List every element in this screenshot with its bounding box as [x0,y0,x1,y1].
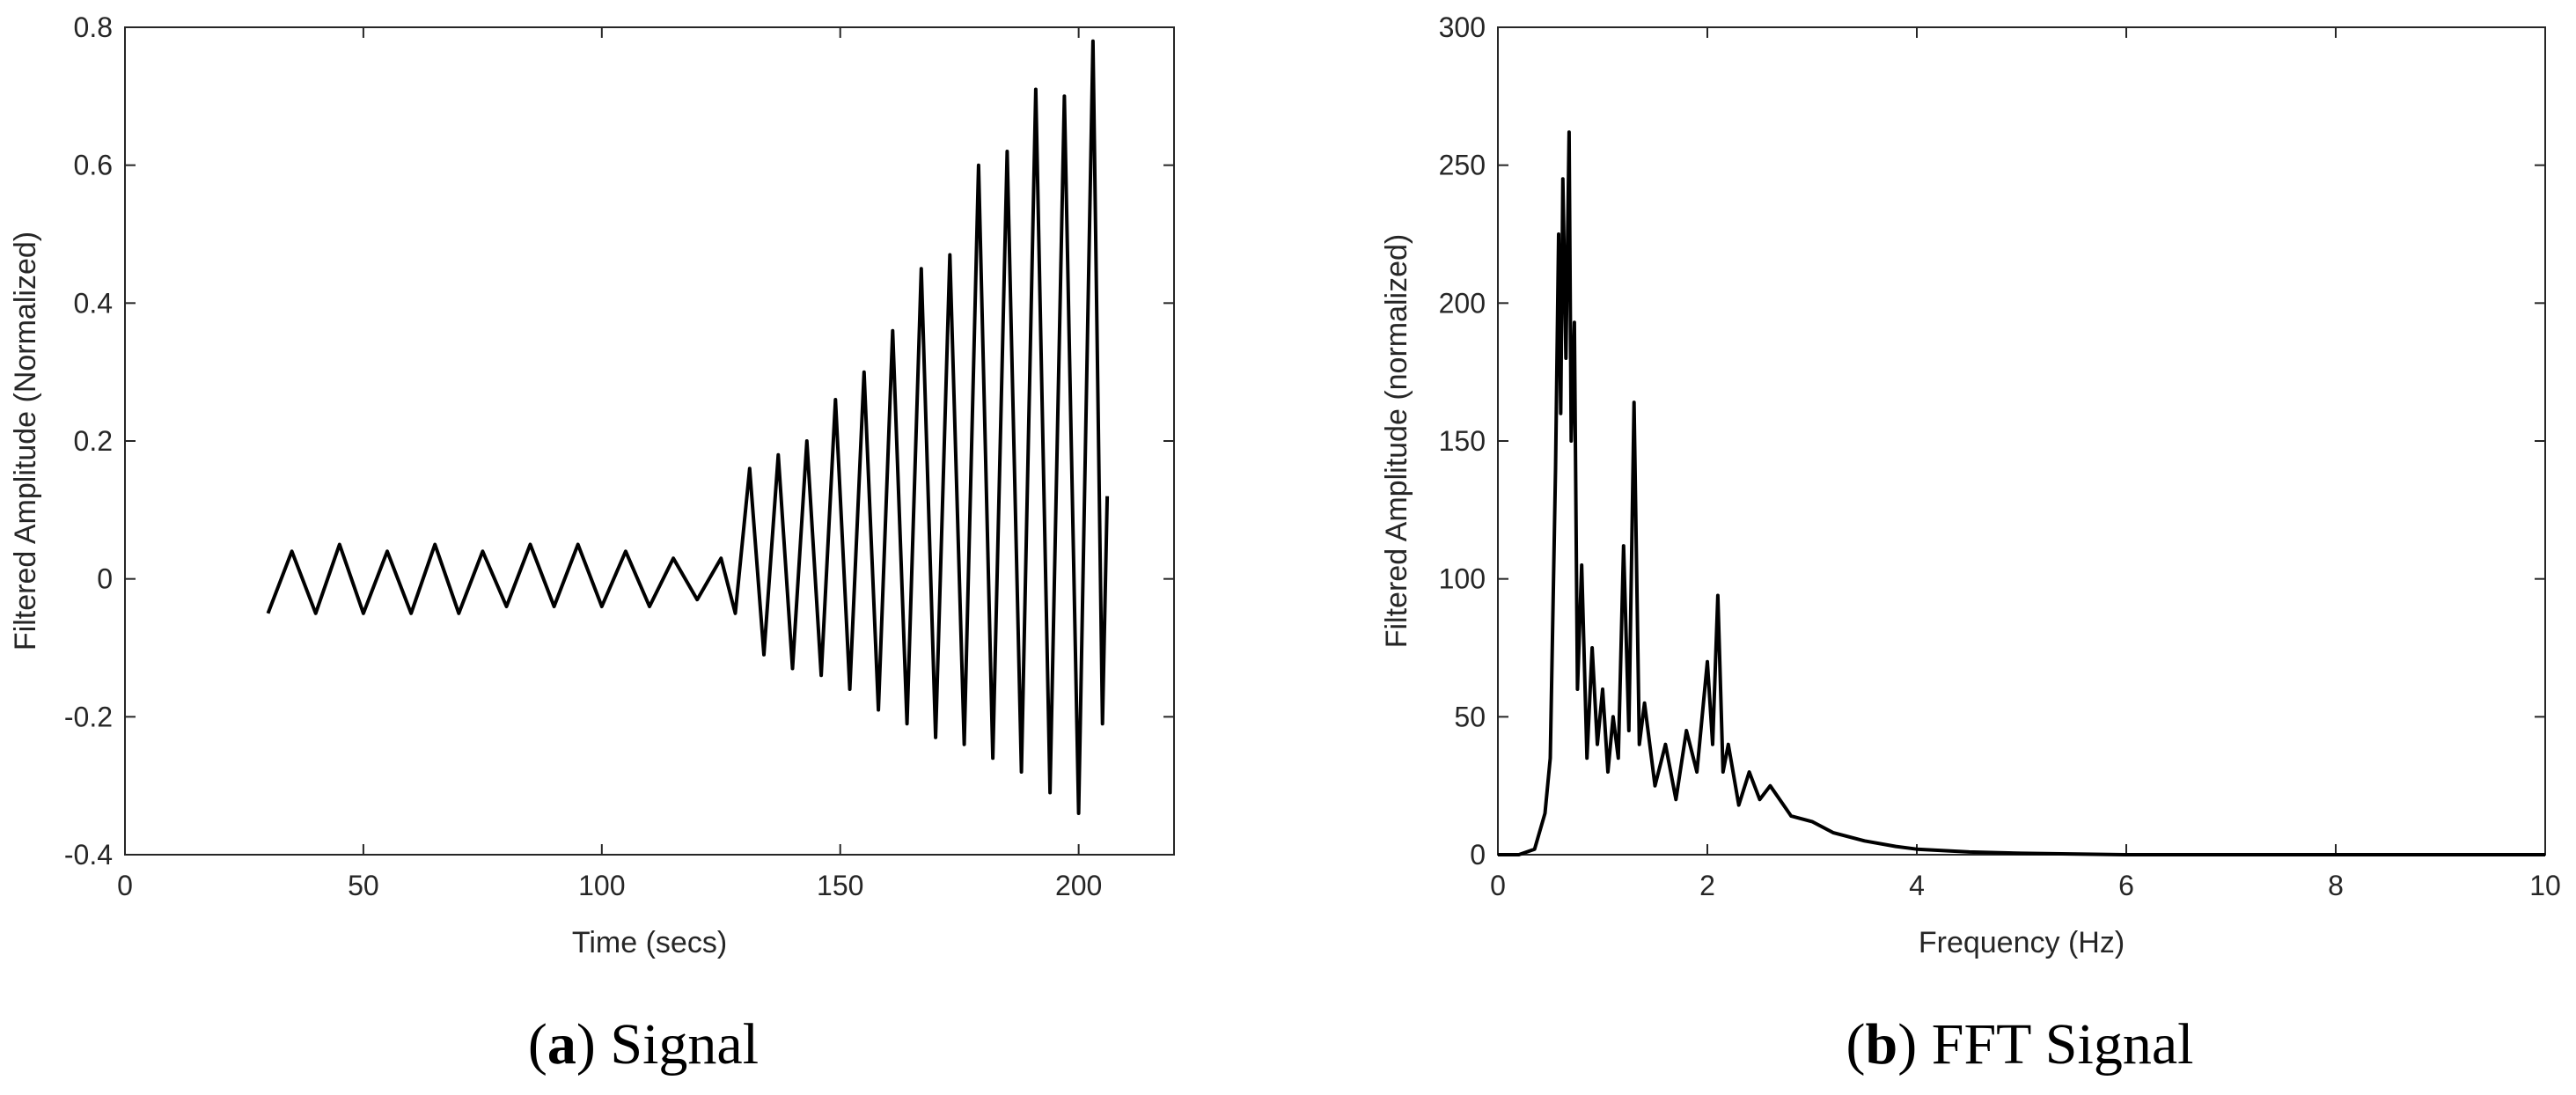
fft-x-tick-label: 8 [2328,870,2344,901]
signal-x-tick-label: 150 [817,870,863,901]
signal-x-tick-label: 100 [578,870,625,901]
signal-x-tick-label: 0 [117,870,133,901]
fft-plot-frame [1497,26,2546,856]
fft-y-tick-label: 300 [1439,11,1486,43]
fft-y-axis-label: Filtered Amplitude (normalized) [1380,234,1413,649]
fft-y-tick-label: 100 [1439,563,1486,595]
signal-x-tick-label: 200 [1055,870,1102,901]
fft-y-tick-label: 150 [1439,425,1486,457]
fft-y-tick-label: 50 [1454,701,1486,732]
caption-b: (b) FFT Signal [1846,1012,2194,1077]
signal-chart: 0 50 100 150 200 -0.4 -0.2 0 0.2 0.4 0.6 0.8 Time (s… [9,11,1175,959]
fft-x-tick-label: 10 [2529,870,2561,901]
fft-series-line [1498,130,2545,856]
signal-y-tick-label: 0.8 [74,11,113,43]
fft-x-tick-label: 0 [1490,870,1506,901]
signal-plot-frame [124,26,1175,856]
signal-y-tick-label: 0.2 [74,425,113,457]
signal-y-tick-label: -0.2 [64,701,113,732]
fft-x-tick-label: 6 [2118,870,2134,901]
signal-y-axis-label: Filtered Amplitude (Normalized) [9,231,42,650]
signal-x-axis-label: Time (secs) [572,926,727,959]
signal-y-tick-label: 0.4 [74,287,113,319]
fft-y-tick-label: 200 [1439,287,1486,319]
caption-a: (a) Signal [528,1012,759,1077]
signal-y-tick-label: 0.6 [74,150,113,181]
signal-y-tick-label: -0.4 [64,839,113,871]
signal-series-line [266,39,1110,815]
fft-y-tick-label: 250 [1439,150,1486,181]
fft-x-axis-label: Frequency (Hz) [1919,926,2125,959]
signal-y-tick-label: 0 [97,563,113,595]
signal-x-tick-label: 50 [348,870,379,901]
fft-x-tick-label: 4 [1909,870,1925,901]
fft-y-tick-label: 0 [1470,839,1486,871]
fft-x-tick-label: 2 [1699,870,1715,901]
